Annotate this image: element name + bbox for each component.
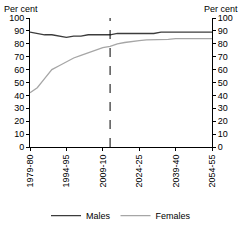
svg-text:2024-25: 2024-25 <box>134 155 144 188</box>
svg-text:Per cent: Per cent <box>204 4 238 14</box>
svg-text:2009-10: 2009-10 <box>98 155 108 188</box>
svg-text:90: 90 <box>14 26 24 36</box>
svg-text:1994-95: 1994-95 <box>61 155 71 188</box>
svg-text:70: 70 <box>218 52 228 62</box>
svg-text:80: 80 <box>14 39 24 49</box>
svg-text:Females: Females <box>156 211 191 221</box>
svg-text:20: 20 <box>218 116 228 126</box>
svg-text:100: 100 <box>218 13 233 23</box>
svg-text:50: 50 <box>218 78 228 88</box>
svg-text:60: 60 <box>14 65 24 75</box>
svg-text:60: 60 <box>218 65 228 75</box>
svg-text:90: 90 <box>218 26 228 36</box>
svg-text:10: 10 <box>218 129 228 139</box>
svg-text:0: 0 <box>19 142 24 152</box>
svg-text:2039-40: 2039-40 <box>171 155 181 188</box>
svg-text:70: 70 <box>14 52 24 62</box>
svg-text:Males: Males <box>86 211 111 221</box>
svg-text:30: 30 <box>14 103 24 113</box>
svg-text:50: 50 <box>14 78 24 88</box>
svg-text:100: 100 <box>9 13 24 23</box>
svg-text:30: 30 <box>218 103 228 113</box>
svg-text:0: 0 <box>218 142 223 152</box>
svg-text:2054-55: 2054-55 <box>207 155 217 188</box>
svg-text:40: 40 <box>218 91 228 101</box>
svg-text:10: 10 <box>14 129 24 139</box>
svg-text:1979-80: 1979-80 <box>25 155 35 188</box>
svg-text:Per cent: Per cent <box>4 4 38 14</box>
svg-text:20: 20 <box>14 116 24 126</box>
svg-text:80: 80 <box>218 39 228 49</box>
svg-text:40: 40 <box>14 91 24 101</box>
